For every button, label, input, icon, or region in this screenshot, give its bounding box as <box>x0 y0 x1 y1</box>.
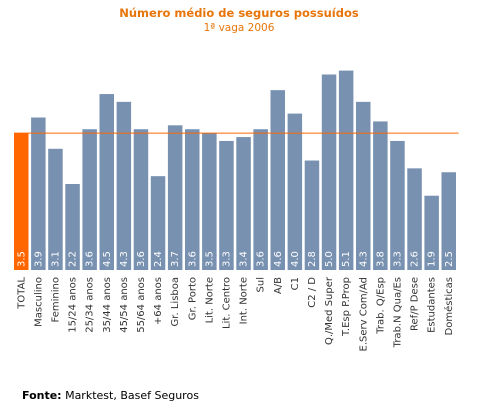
bar <box>304 160 320 270</box>
x-tick-label: E.Serv Com/Ad <box>358 277 369 351</box>
source: Fonte: Marktest, Basef Seguros <box>22 389 199 402</box>
x-tick-label: 15/24 anos <box>68 277 79 333</box>
bar <box>14 133 29 270</box>
value-label: 4.0 <box>290 251 301 267</box>
bar <box>48 148 63 270</box>
bar <box>65 183 80 270</box>
bar <box>133 129 149 270</box>
value-label: 3.1 <box>50 251 61 267</box>
x-tick-label: Int. Norte <box>239 277 250 324</box>
bar <box>373 121 388 270</box>
x-tick-label: Trab.N Qua/Es <box>392 277 403 348</box>
chart-subtitle: 1ª vaga 2006 <box>204 22 275 34</box>
value-label: 3.6 <box>136 251 147 267</box>
bar <box>150 176 166 270</box>
x-tick-label: Lit. Norte <box>204 277 215 323</box>
x-tick-label: 55/64 anos <box>136 277 147 333</box>
value-label: 3.6 <box>85 251 96 267</box>
bar <box>219 140 234 270</box>
bar <box>407 168 422 270</box>
bar <box>167 125 183 270</box>
value-label: 3.6 <box>256 251 267 267</box>
bar <box>31 117 46 270</box>
x-tick-label: T.Esp P.Prop <box>341 277 352 337</box>
x-tick-label: A/B <box>273 277 284 294</box>
bar <box>236 137 251 270</box>
bar <box>390 140 405 270</box>
value-label: 2.5 <box>444 251 455 267</box>
x-tick-label: +64 anos <box>153 277 164 325</box>
x-tick-label: Estudantes <box>427 277 438 333</box>
bar <box>270 90 285 270</box>
value-label: 4.3 <box>119 251 130 267</box>
value-label: 2.4 <box>153 251 164 267</box>
bar <box>202 133 217 270</box>
value-label: 4.3 <box>358 251 369 267</box>
x-tick-label: C2 / D <box>307 277 318 308</box>
x-tick-label: 25/34 anos <box>85 277 96 333</box>
value-label: 5.1 <box>341 251 352 267</box>
x-tick-label: Ref/P Dese <box>410 277 421 331</box>
bar <box>116 101 132 271</box>
value-label: 4.5 <box>102 251 113 267</box>
x-tick-label: Lit. Centro <box>221 277 232 329</box>
x-tick-label: Gr. Lisboa <box>170 277 181 326</box>
bar <box>338 70 354 270</box>
x-tick-label: Masculino <box>33 277 44 327</box>
source-label: Fonte: <box>22 389 62 402</box>
x-tick-label: 35/44 anos <box>102 277 113 333</box>
bar <box>441 172 456 270</box>
value-label: 3.4 <box>239 251 250 267</box>
x-tick-label: Feminino <box>50 277 61 322</box>
bar <box>356 101 371 271</box>
bar <box>82 129 97 270</box>
value-label: 4.6 <box>273 251 284 267</box>
value-label: 3.8 <box>375 251 386 267</box>
x-tick-label: Q./Med Super <box>324 276 335 345</box>
bar <box>185 129 200 270</box>
x-tick-label: 45/54 anos <box>119 277 130 333</box>
value-label: 2.2 <box>68 251 79 267</box>
x-tick-label: C1 <box>290 277 301 290</box>
value-label: 3.7 <box>170 251 181 267</box>
bar <box>321 74 337 270</box>
value-label: 3.5 <box>204 251 215 267</box>
value-label: 2.8 <box>307 251 318 267</box>
value-label: 2.6 <box>410 251 421 267</box>
x-tick-label: Domésticas <box>443 277 455 335</box>
bar <box>253 129 268 270</box>
value-label: 1.9 <box>427 251 438 267</box>
bar <box>424 195 439 270</box>
source-text: Marktest, Basef Seguros <box>65 389 199 402</box>
value-label: 3.3 <box>221 251 232 267</box>
x-tick-label: Gr. Porto <box>187 277 198 320</box>
value-label: 3.9 <box>33 251 44 267</box>
bar <box>287 113 303 270</box>
x-tick-label: Trab. Q/Esp <box>375 277 386 335</box>
value-label: 3.3 <box>392 251 403 267</box>
value-label: 3.6 <box>187 251 198 267</box>
x-tick-label: Sul <box>256 277 267 292</box>
chart-title: Número médio de seguros possuídos <box>119 6 359 20</box>
value-label: 3.5 <box>16 251 27 267</box>
bar <box>99 94 114 270</box>
value-label: 5.0 <box>324 251 335 267</box>
x-tick-label: TOTAL <box>16 277 27 310</box>
